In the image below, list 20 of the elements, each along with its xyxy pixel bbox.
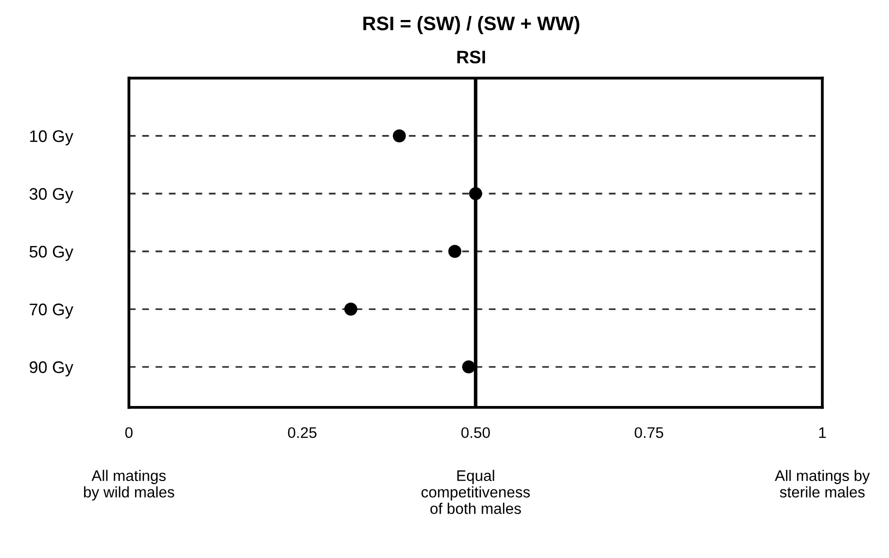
point	[469, 187, 482, 200]
chart-subtitle: RSI	[457, 50, 486, 64]
point	[448, 244, 462, 258]
text: Equal competitiveness of both males	[421, 470, 530, 514]
y-tick-label: 90 Gy	[30, 361, 74, 376]
text: All matings by wild males	[84, 470, 174, 501]
point	[462, 360, 476, 374]
chart-title: RSI = (SW) / (SW + WW)	[363, 16, 580, 34]
x-tick-label: 1	[819, 427, 826, 438]
x-tick-label: 0.25	[288, 427, 316, 438]
y-tick-label: 50 Gy	[30, 246, 74, 261]
y-tick-label: 70 Gy	[30, 304, 74, 319]
point	[392, 129, 406, 142]
y-tick-label: 10 Gy	[30, 130, 74, 146]
text: All matings by sterile males	[774, 470, 870, 498]
x-tick-label: 0.75	[634, 427, 664, 438]
x-tick-label: 0.50	[461, 427, 490, 438]
y-tick-label: 30 Gy	[30, 188, 74, 204]
point	[344, 302, 358, 316]
x-tick-label: 0	[125, 427, 133, 438]
